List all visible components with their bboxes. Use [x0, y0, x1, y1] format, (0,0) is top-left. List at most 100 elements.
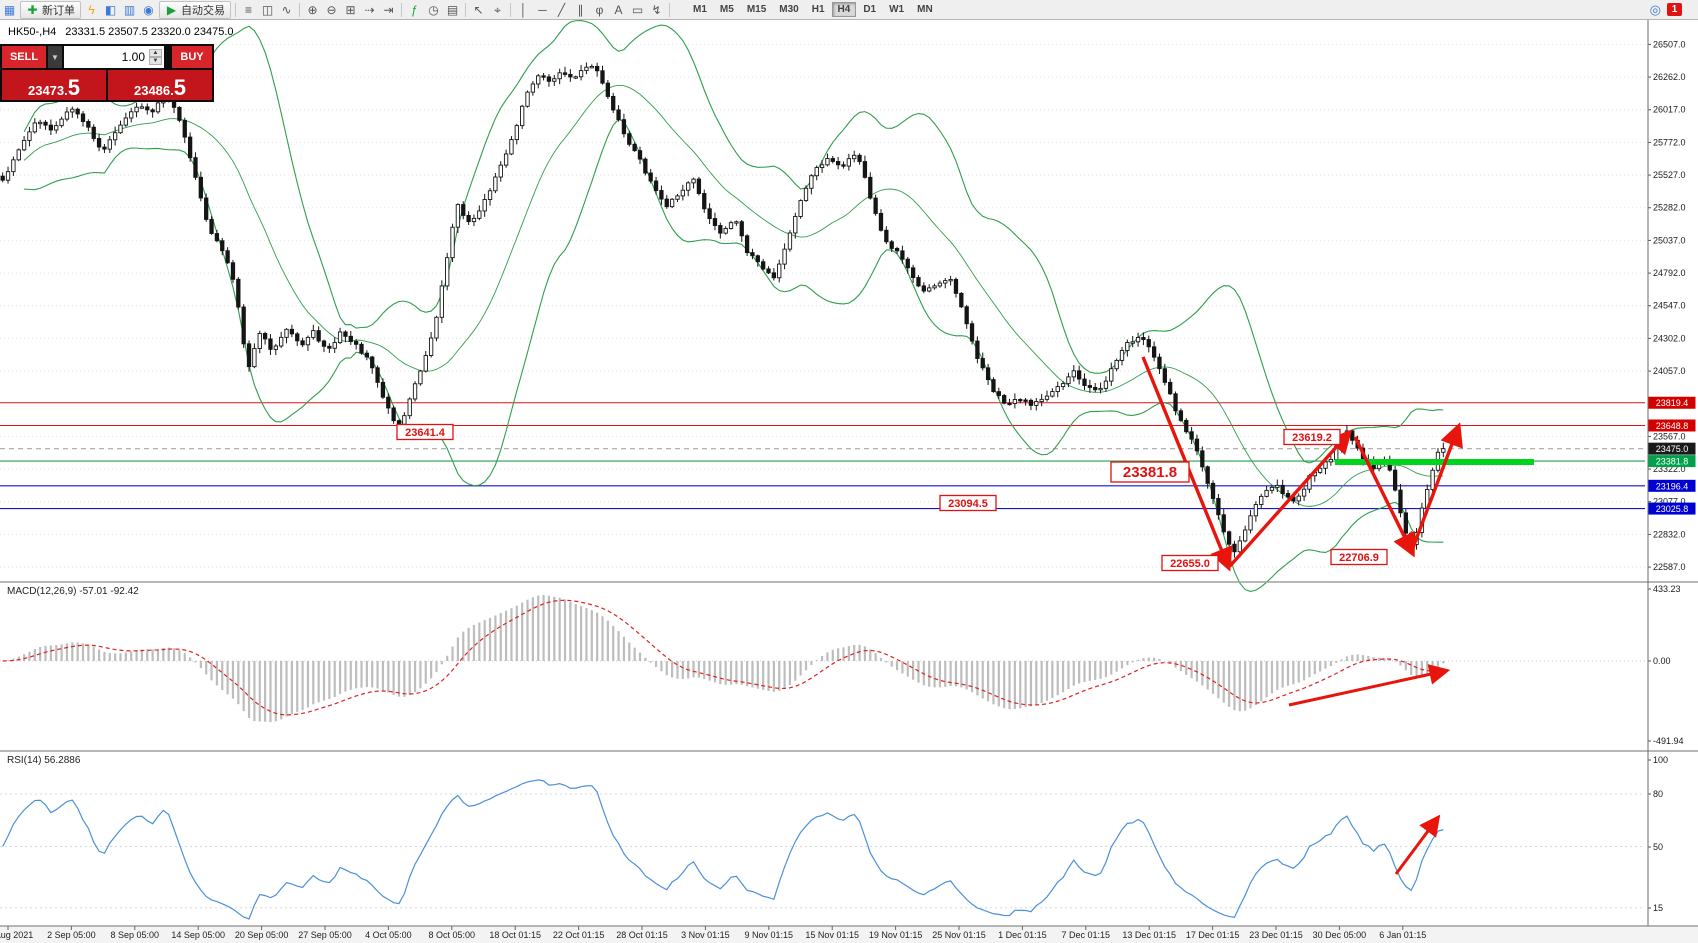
- volume-decrease-button[interactable]: ▼: [149, 57, 162, 65]
- price-tag-box[interactable]: [396, 423, 454, 441]
- buy-button[interactable]: BUY: [172, 46, 212, 68]
- periods-icon[interactable]: ◷: [425, 1, 442, 18]
- line-chart-type-icon[interactable]: ∿: [278, 1, 295, 18]
- volume-increase-button[interactable]: ▲: [149, 49, 162, 57]
- trend-arrow[interactable]: [1353, 436, 1415, 558]
- candle-body: [782, 248, 787, 265]
- market-watch-icon[interactable]: ◧: [102, 1, 119, 18]
- one-click-trading-panel: SELL ▼ ▲ ▼ BUY 23473.5 23486.5: [0, 44, 214, 102]
- price-marker-23025.8: [1648, 502, 1696, 515]
- timeframe-button-d1[interactable]: D1: [863, 4, 877, 15]
- candle-body: [220, 240, 225, 252]
- timeframe-button-h4[interactable]: H4: [831, 2, 857, 17]
- candle-body: [353, 341, 359, 345]
- tile-windows-icon[interactable]: ⊞: [342, 1, 359, 18]
- timeframe-button-mn[interactable]: MN: [917, 4, 933, 15]
- text-label-icon[interactable]: ▭: [629, 1, 646, 18]
- candle-body: [428, 337, 434, 356]
- timeframe-button-h1[interactable]: H1: [811, 4, 825, 15]
- rsi-trend-arrow[interactable]: [1394, 814, 1441, 875]
- timeframe-button-m1[interactable]: M1: [693, 4, 707, 15]
- price-marker-label: 23196.4: [1656, 481, 1689, 491]
- order-options-dropdown[interactable]: ▼: [48, 46, 62, 68]
- candle-body: [611, 96, 616, 111]
- candle-body: [702, 193, 707, 210]
- candle-body: [669, 198, 675, 208]
- green-level-segment[interactable]: [1335, 459, 1534, 465]
- candle-body: [1264, 489, 1269, 497]
- new-order-button[interactable]: ✚ 新订单: [20, 0, 81, 19]
- price-axis[interactable]: 26507.0 26262.0 26017.0 25772.0 25527.0 25282…: [1648, 39, 1696, 572]
- candle-body: [766, 268, 771, 274]
- candle-body: [11, 159, 16, 173]
- candle-body: [584, 66, 589, 72]
- candle-body: [1151, 346, 1157, 358]
- candle-body: [268, 338, 273, 350]
- text-icon[interactable]: A: [610, 1, 627, 18]
- templates-icon[interactable]: ▤: [444, 1, 461, 18]
- zoom-out-icon-icon: ⊖: [326, 2, 337, 17]
- timeframe-button-m5[interactable]: M5: [719, 4, 734, 15]
- arrow-objects-icon[interactable]: ↯: [648, 1, 665, 18]
- macd-trend-arrow[interactable]: [1288, 664, 1451, 707]
- chart-window-icon[interactable]: ▦: [1, 1, 18, 18]
- candle-body: [1184, 419, 1189, 433]
- crosshair-icon[interactable]: ⌖: [489, 1, 506, 18]
- vertical-line-icon[interactable]: │: [515, 1, 532, 18]
- sell-price-display[interactable]: 23473. 5: [2, 70, 106, 100]
- buy-price-display[interactable]: 23486. 5: [108, 70, 212, 100]
- data-window-icon[interactable]: ▥: [121, 1, 138, 18]
- volume-input[interactable]: [87, 49, 147, 65]
- cursor-icon[interactable]: ↖: [470, 1, 487, 18]
- price-tag-box[interactable]: [939, 494, 997, 512]
- expert-advisor-icon[interactable]: ϟ: [83, 1, 100, 18]
- search-icon[interactable]: ◎: [1649, 1, 1661, 17]
- channel-icon[interactable]: ∥: [572, 1, 589, 18]
- navigator-icon[interactable]: ◉: [140, 1, 157, 18]
- price-tag-box[interactable]: [1161, 554, 1219, 572]
- sell-button[interactable]: SELL: [2, 46, 46, 68]
- timeframe-button-m30[interactable]: M30: [779, 4, 799, 15]
- price-tick-label: 25527.0: [1653, 170, 1686, 180]
- timeframe-button-w1[interactable]: W1: [889, 4, 905, 15]
- zoom-out-icon[interactable]: ⊖: [323, 1, 340, 18]
- candle-body: [295, 333, 300, 342]
- candle-body: [589, 65, 594, 69]
- chart-plot-area[interactable]: [0, 20, 1645, 581]
- candle-body: [846, 158, 852, 167]
- trendline-icon[interactable]: ╱: [553, 1, 570, 18]
- time-tick-label: 25 Nov 01:15: [932, 930, 986, 940]
- candle-body: [969, 323, 975, 342]
- auto-scroll-icon[interactable]: ⇢: [361, 1, 378, 18]
- candle-body: [755, 255, 760, 263]
- candle-body: [1259, 495, 1264, 506]
- candle-body: [809, 175, 814, 189]
- candle-body: [793, 216, 798, 234]
- alerts-badge[interactable]: 1: [1667, 3, 1682, 16]
- chart-shift-icon[interactable]: ⇥: [380, 1, 397, 18]
- time-axis[interactable]: 27 Aug 2021 2 Sep 05:00 8 Sep 05:00 14 Sep …: [0, 926, 1426, 940]
- candle-body: [680, 189, 685, 197]
- price-tag-box[interactable]: [1330, 548, 1388, 566]
- fibonacci-icon[interactable]: φ: [591, 1, 608, 18]
- candle-body: [761, 261, 766, 270]
- price-tag-box[interactable]: [1283, 428, 1341, 446]
- candlestick-chart-type-icon[interactable]: ◫: [259, 1, 276, 18]
- indicators-icon[interactable]: ƒ: [406, 1, 423, 18]
- zoom-in-icon[interactable]: ⊕: [304, 1, 321, 18]
- candle-body: [546, 76, 552, 82]
- horizontal-line-icon[interactable]: ─: [534, 1, 551, 18]
- timeframe-button-m15[interactable]: M15: [746, 4, 767, 15]
- candle-body: [798, 200, 803, 217]
- candle-body: [241, 306, 246, 345]
- auto-trading-button[interactable]: ▶ 自动交易: [159, 0, 231, 19]
- expert-advisor-icon-icon: ϟ: [88, 2, 95, 17]
- candle-body: [445, 257, 450, 287]
- buy-price-main: 23486.: [133, 82, 174, 98]
- bar-chart-type-icon[interactable]: ≡: [240, 1, 257, 18]
- trend-arrow[interactable]: [1228, 429, 1353, 568]
- time-axis-strip[interactable]: [0, 926, 1698, 943]
- trend-arrow[interactable]: [1409, 422, 1463, 554]
- price-tag-box[interactable]: [1110, 461, 1190, 483]
